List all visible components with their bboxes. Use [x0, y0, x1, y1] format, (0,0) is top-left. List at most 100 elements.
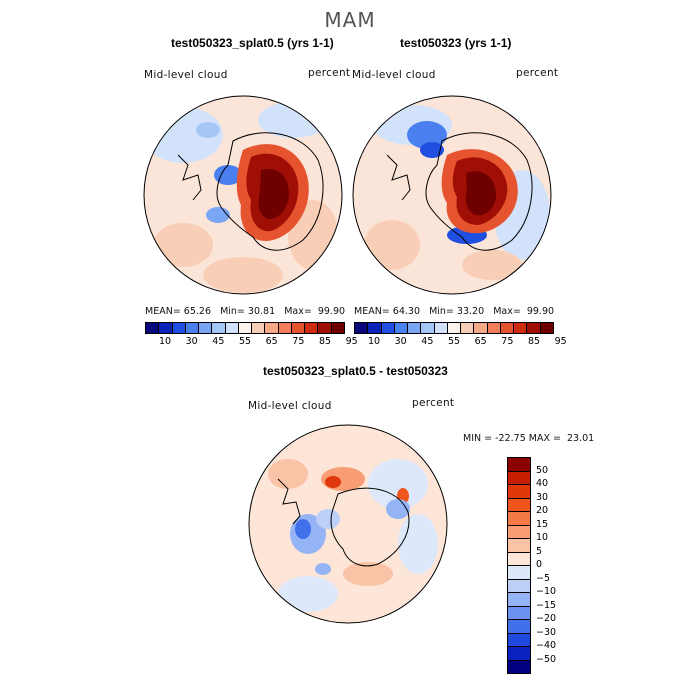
colorbar-swatch — [508, 485, 530, 499]
colorbar-top-right: 10 30 45 55 65 75 85 95 — [354, 322, 567, 348]
colorbar-tick-label: 55 — [238, 336, 252, 347]
colorbar-tick-label: 65 — [265, 336, 278, 347]
colorbar-diff-tick-label: 5 — [536, 545, 543, 557]
colorbar-swatch — [461, 323, 475, 333]
colorbar-swatch — [508, 620, 530, 634]
diff-units-label: percent — [412, 397, 455, 409]
colorbar-tick-label: 65 — [474, 336, 487, 347]
colorbar-swatch — [212, 323, 226, 333]
diff-polar-map — [248, 424, 448, 624]
panel2-polar-map — [352, 95, 552, 295]
diff-title: test050323_splat0.5 - test050323 — [263, 364, 448, 378]
colorbar-swatches — [354, 322, 554, 334]
colorbar-tick-label: 30 — [394, 336, 407, 347]
colorbar-swatch — [508, 525, 530, 539]
colorbar-tick-label: 85 — [527, 336, 541, 347]
panel2-stats: MEAN= 64.30 Min= 33.20 Max= 99.90 — [354, 306, 555, 317]
colorbar-swatch — [159, 323, 173, 333]
colorbar-diff-tick-label: 40 — [536, 478, 549, 489]
colorbar-diff-tick-label: −5 — [536, 572, 551, 584]
colorbar-diff-tick-label: 15 — [536, 518, 549, 530]
panel1-variable-label: Mid-level cloud — [144, 69, 228, 81]
panel1-stats: MEAN= 65.26 Min= 30.81 Max= 99.90 — [145, 306, 346, 317]
colorbar-ticks: 10 30 45 55 65 75 85 95 — [145, 334, 358, 348]
colorbar-swatch — [540, 323, 553, 333]
colorbar-swatch — [394, 323, 409, 333]
colorbar-swatch — [508, 498, 530, 512]
colorbar-diff-tick-label: 10 — [536, 532, 549, 543]
colorbar-swatch — [146, 323, 160, 333]
colorbar-diff-tick-label: −15 — [536, 599, 557, 611]
colorbar-ticks: 10 30 45 55 65 75 85 95 — [354, 334, 567, 348]
colorbar-swatch — [368, 323, 382, 333]
colorbar-diff-tick-label: 20 — [536, 505, 549, 516]
colorbar-diff-tick-label: −20 — [536, 613, 557, 624]
colorbar-tick-label: 95 — [554, 336, 567, 347]
colorbar-swatch — [508, 606, 530, 620]
colorbar-tick-label: 85 — [318, 336, 332, 347]
colorbar-swatch — [447, 323, 462, 333]
colorbar-top-left: 10 30 45 55 65 75 85 95 — [145, 322, 358, 348]
colorbar-swatch — [185, 323, 200, 333]
colorbar-diff-tick-label: 50 — [536, 464, 549, 476]
panel2-title: test050323 (yrs 1-1) — [400, 36, 512, 50]
colorbar-tick-label: 10 — [367, 336, 381, 347]
colorbar-diff — [507, 457, 531, 674]
colorbar-swatch — [508, 647, 530, 661]
colorbar-diff-tick-label: 0 — [536, 559, 543, 570]
colorbar-swatch — [291, 323, 306, 333]
colorbar-swatch — [508, 566, 530, 580]
colorbar-diff-tick-label: −30 — [536, 626, 557, 638]
colorbar-swatch — [434, 323, 448, 333]
colorbar-swatch — [508, 552, 530, 566]
colorbar-diff-tick-label: 30 — [536, 491, 549, 503]
colorbar-swatch — [408, 323, 422, 333]
colorbar-swatch — [508, 660, 530, 673]
colorbar-swatch — [508, 539, 530, 553]
colorbar-tick-label: 95 — [345, 336, 358, 347]
colorbar-swatch — [172, 323, 186, 333]
colorbar-swatch — [508, 633, 530, 647]
colorbar-swatch — [225, 323, 239, 333]
colorbar-swatch — [199, 323, 213, 333]
colorbar-swatch — [238, 323, 253, 333]
colorbar-swatch — [487, 323, 501, 333]
colorbar-tick-label: 30 — [185, 336, 198, 347]
colorbar-tick-label: 45 — [212, 336, 225, 347]
colorbar-swatch — [305, 323, 319, 333]
panel1-title: test050323_splat0.5 (yrs 1-1) — [171, 36, 334, 50]
colorbar-swatch — [508, 579, 530, 593]
colorbar-swatch — [514, 323, 528, 333]
colorbar-swatch — [381, 323, 395, 333]
colorbar-tick-label: 75 — [292, 336, 305, 347]
colorbar-swatch — [500, 323, 515, 333]
colorbar-swatch — [331, 323, 344, 333]
diff-variable-label: Mid-level cloud — [248, 400, 332, 412]
colorbar-swatch — [508, 458, 530, 472]
colorbar-swatch — [318, 323, 332, 333]
panel2-variable-label: Mid-level cloud — [352, 69, 436, 81]
colorbar-swatch — [508, 512, 530, 526]
colorbar-swatch — [527, 323, 541, 333]
colorbar-swatch — [474, 323, 488, 333]
colorbar-diff-tick-label: −40 — [536, 640, 557, 651]
colorbar-swatch — [278, 323, 292, 333]
colorbar-tick-label: 55 — [447, 336, 461, 347]
season-title: MAM — [324, 8, 376, 32]
colorbar-diff-tick-label: −10 — [536, 586, 557, 597]
colorbar-swatch — [508, 471, 530, 485]
colorbar-swatch — [508, 593, 530, 607]
colorbar-tick-label: 75 — [501, 336, 514, 347]
panel1-polar-map — [143, 95, 343, 295]
colorbar-swatch — [355, 323, 369, 333]
colorbar-swatches — [145, 322, 345, 334]
colorbar-swatch — [265, 323, 279, 333]
panel2-units-label: percent — [516, 67, 559, 79]
colorbar-tick-label: 45 — [421, 336, 434, 347]
colorbar-swatch — [421, 323, 435, 333]
colorbar-diff-tick-label: −50 — [536, 653, 557, 665]
panel1-units-label: percent — [308, 67, 351, 79]
diff-minmax: MIN = -22.75 MAX = 23.01 — [463, 433, 595, 444]
colorbar-tick-label: 10 — [158, 336, 172, 347]
colorbar-swatch — [252, 323, 266, 333]
